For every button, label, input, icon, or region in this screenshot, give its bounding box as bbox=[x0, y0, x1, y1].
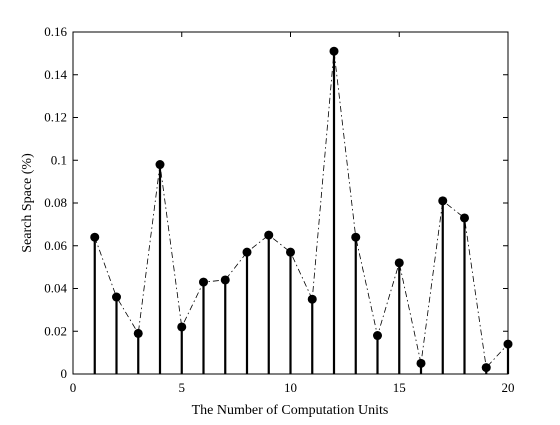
x-tick-label: 0 bbox=[70, 380, 77, 395]
data-point bbox=[438, 196, 448, 206]
data-point bbox=[460, 213, 469, 223]
y-tick-label: 0.16 bbox=[44, 24, 67, 39]
data-point bbox=[286, 247, 295, 257]
y-tick-label: 0.06 bbox=[44, 238, 67, 253]
data-point bbox=[112, 292, 121, 302]
y-tick-label: 0.14 bbox=[44, 67, 67, 82]
data-point bbox=[351, 232, 361, 242]
data-point bbox=[242, 247, 252, 257]
data-point bbox=[416, 358, 426, 368]
data-point bbox=[220, 275, 230, 285]
data-point bbox=[177, 322, 187, 332]
data-point bbox=[394, 258, 404, 268]
data-point bbox=[155, 160, 165, 170]
data-point bbox=[373, 331, 382, 341]
x-tick-label: 15 bbox=[393, 380, 406, 395]
x-axis-label: The Number of Computation Units bbox=[192, 403, 389, 418]
y-tick-label: 0.12 bbox=[44, 110, 67, 125]
x-tick-label: 10 bbox=[284, 380, 297, 395]
y-tick-label: 0.1 bbox=[51, 152, 67, 167]
x-tick-label: 20 bbox=[502, 380, 515, 395]
y-axis-label: Search Space (%) bbox=[20, 153, 35, 253]
plot-layer: 0 5 10 15 20 0 0.02 0.04 0.06 0.08 0.1 0.12 0.14 0.16 bbox=[44, 24, 514, 395]
y-tick-label: 0.04 bbox=[44, 281, 67, 296]
data-point bbox=[264, 230, 274, 240]
data-point bbox=[199, 277, 208, 287]
y-tick-label: 0.08 bbox=[44, 195, 67, 210]
data-point bbox=[307, 294, 317, 304]
data-point bbox=[133, 328, 143, 338]
y-tick-label: 0.02 bbox=[44, 323, 67, 338]
y-tick-label: 0 bbox=[61, 366, 68, 381]
data-point bbox=[90, 232, 100, 242]
data-point bbox=[329, 46, 339, 56]
data-point bbox=[481, 363, 491, 373]
data-point bbox=[503, 339, 513, 349]
x-tick-label: 5 bbox=[179, 380, 186, 395]
